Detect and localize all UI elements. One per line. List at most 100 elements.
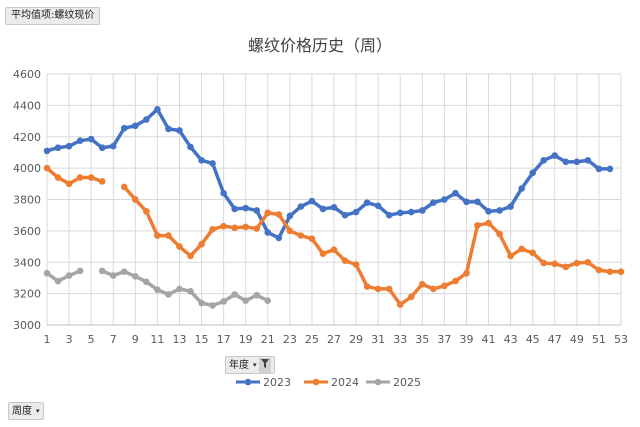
data-point-2023 (518, 185, 525, 192)
year-filter-button[interactable]: 年度 ▾ (225, 356, 275, 374)
data-point-2024 (374, 285, 382, 293)
data-point-2025 (264, 297, 272, 304)
y-tick-label: 4000 (13, 162, 41, 175)
x-tick-label: 25 (305, 333, 319, 346)
x-tick-label: 41 (482, 333, 496, 346)
x-tick-label: 9 (132, 333, 139, 346)
value-field-button[interactable]: 平均值项:螺纹现价 (5, 7, 101, 25)
data-point-2024 (485, 219, 492, 227)
data-point-2025 (187, 287, 194, 295)
x-tick-label: 39 (459, 333, 473, 346)
legend-label: 2025 (393, 376, 421, 389)
data-point-2023 (98, 144, 106, 152)
data-point-2023 (330, 204, 338, 211)
data-point-2024 (518, 245, 525, 253)
data-point-2023 (43, 147, 51, 155)
data-point-2024 (98, 178, 106, 185)
data-point-2024 (584, 258, 592, 266)
data-point-2023 (308, 197, 316, 205)
data-point-2025 (231, 291, 238, 298)
data-point-2025 (209, 302, 216, 309)
data-point-2024 (132, 196, 139, 203)
data-point-2023 (463, 198, 470, 206)
data-point-2024 (65, 180, 73, 188)
data-point-2023 (242, 204, 249, 212)
series-2024 (43, 164, 625, 308)
data-point-2024 (187, 252, 194, 260)
data-point-2024 (242, 223, 249, 231)
data-point-2024 (308, 235, 316, 243)
y-tick-label: 4200 (13, 131, 41, 144)
data-point-2024 (253, 225, 261, 232)
data-point-2023 (231, 205, 238, 213)
data-point-2023 (396, 209, 404, 217)
data-point-2024 (496, 230, 503, 238)
data-point-2023 (529, 169, 536, 177)
data-point-2025 (109, 272, 117, 279)
x-axis: 1 3 5 7 9 11 13 15 17 19 21 23 25 27 29 31 33 35 37 39 41 43 4… (44, 324, 628, 346)
data-point-2023 (109, 142, 117, 150)
data-point-2023 (419, 207, 426, 214)
data-point-2024 (87, 174, 95, 181)
data-point-2023 (319, 205, 327, 213)
data-point-2024 (319, 250, 327, 257)
data-point-2024 (419, 280, 426, 288)
data-point-2024 (463, 269, 470, 277)
y-tick-label: 3200 (13, 288, 41, 301)
data-point-2025 (76, 267, 84, 275)
x-tick-label: 21 (261, 333, 275, 346)
data-point-2024 (606, 268, 614, 275)
series-line-2024 (122, 185, 623, 307)
data-point-2024 (385, 285, 393, 293)
series-line-2025 (100, 269, 270, 308)
data-point-2023 (198, 156, 205, 164)
data-point-2023 (264, 229, 272, 236)
data-point-2025 (132, 273, 139, 280)
data-point-2024 (363, 283, 371, 290)
data-point-2023 (341, 211, 349, 219)
x-tick-label: 51 (592, 333, 606, 346)
data-point-2023 (496, 207, 503, 214)
data-point-2025 (220, 298, 227, 305)
data-point-2024 (396, 301, 404, 308)
data-point-2024 (573, 259, 581, 267)
legend-swatch-marker (312, 378, 320, 386)
data-point-2023 (220, 189, 227, 197)
data-point-2023 (209, 160, 216, 167)
data-point-2023 (76, 137, 84, 144)
data-point-2023 (352, 208, 360, 216)
legend-label: 2024 (331, 376, 359, 389)
data-point-2024 (474, 222, 481, 229)
data-point-2025 (253, 291, 261, 299)
week-filter-button[interactable]: 周度 ▾ (8, 402, 44, 420)
data-point-2023 (253, 207, 261, 214)
data-point-2023 (132, 122, 139, 130)
data-point-2024 (540, 259, 548, 267)
x-tick-label: 29 (349, 333, 363, 346)
data-point-2024 (165, 232, 172, 239)
data-point-2024 (286, 227, 294, 235)
data-point-2025 (65, 272, 73, 279)
x-tick-label: 27 (327, 333, 341, 346)
data-point-2023 (474, 198, 481, 206)
data-point-2023 (452, 189, 459, 197)
x-tick-label: 1 (44, 333, 51, 346)
data-point-2024 (220, 222, 227, 230)
series-line-2023 (45, 107, 612, 240)
data-point-2023 (562, 158, 570, 166)
data-point-2025 (143, 278, 150, 286)
week-filter-label: 周度 (12, 406, 32, 417)
legend-label: 2023 (263, 376, 291, 389)
x-tick-label: 15 (195, 333, 209, 346)
data-point-2023 (54, 144, 62, 152)
data-point-2023 (407, 208, 415, 216)
data-point-2023 (540, 156, 548, 164)
x-tick-label: 19 (239, 333, 253, 346)
data-point-2024 (297, 232, 305, 239)
x-tick-label: 43 (504, 333, 518, 346)
y-tick-label: 3600 (13, 225, 41, 238)
y-tick-label: 3800 (13, 194, 41, 207)
data-point-2023 (363, 199, 371, 206)
y-axis: 3000 3200 3400 3600 3800 4000 4200 4400 4600 (13, 68, 41, 332)
